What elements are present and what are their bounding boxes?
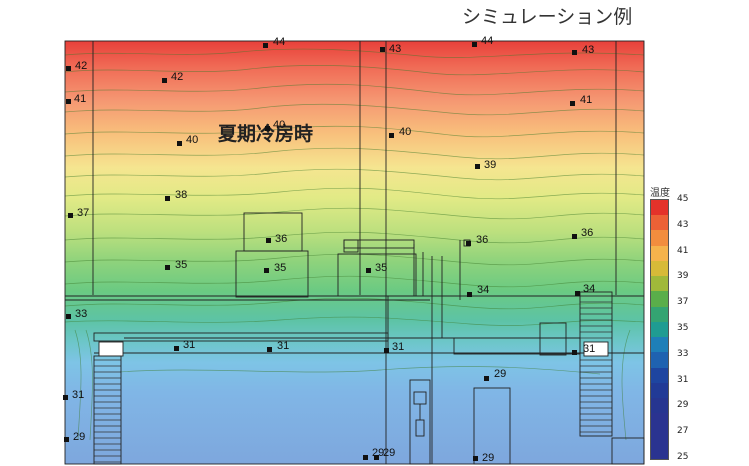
- point-31-b: 31: [267, 340, 289, 352]
- scale-swatch: [651, 352, 669, 369]
- point-value: 29: [383, 447, 395, 459]
- point-value: 29: [482, 452, 494, 464]
- scale-label: 31: [677, 374, 689, 385]
- point-29-b: 29: [64, 431, 85, 443]
- point-value: 36: [275, 233, 287, 245]
- point-31-e: 31: [63, 389, 84, 401]
- point-36-a: 36: [266, 233, 287, 245]
- page-title: シミュレーション例: [462, 6, 633, 28]
- point-41-a: 41: [66, 93, 86, 105]
- scale-swatch: [651, 367, 669, 384]
- point-value: 31: [183, 339, 195, 351]
- scale-swatch: [651, 291, 669, 308]
- point-value: 29: [73, 431, 85, 443]
- point-31-a: 31: [174, 339, 195, 351]
- point-36-c: 36: [572, 227, 593, 239]
- point-value: 41: [74, 93, 86, 105]
- point-value: 42: [171, 71, 183, 83]
- point-value: 44: [481, 35, 493, 47]
- scale-swatch: [651, 337, 669, 353]
- point-value: 35: [274, 262, 286, 274]
- point-value: 31: [392, 341, 404, 353]
- point-value: 40: [273, 119, 285, 131]
- point-39: 39: [475, 159, 496, 171]
- point-42-b: 42: [162, 71, 183, 83]
- scale-swatch: [651, 321, 669, 338]
- point-value: 33: [75, 308, 87, 320]
- point-31-c: 31: [384, 341, 404, 353]
- point-value: 40: [186, 134, 198, 146]
- point-value: 35: [175, 259, 187, 271]
- point-value: 39: [484, 159, 496, 171]
- point-value: 43: [582, 44, 594, 56]
- point-value: 43: [389, 43, 401, 55]
- point-34-a: 34: [467, 284, 489, 297]
- point-value: 38: [175, 189, 187, 201]
- point-value: 37: [77, 207, 89, 219]
- point-35-b: 35: [264, 262, 286, 274]
- point-44-a: 44: [263, 36, 285, 48]
- point-29-e: 29: [473, 452, 494, 464]
- point-36-b: 36: [466, 234, 488, 246]
- point-43-a: 43: [380, 43, 401, 55]
- point-38: 38: [165, 189, 187, 201]
- point-value: 44: [273, 36, 285, 48]
- point-29-a: 29: [484, 368, 506, 381]
- scale-swatch: [651, 398, 669, 414]
- scale-label: 37: [677, 297, 689, 308]
- point-37: 37: [68, 207, 89, 219]
- point-40-b: 40: [177, 134, 198, 146]
- scale-swatch: [651, 443, 669, 460]
- point-35-a: 35: [165, 259, 187, 271]
- scale-swatch: [651, 413, 669, 430]
- point-43-b: 43: [572, 44, 594, 56]
- scale-label: 27: [677, 426, 689, 437]
- point-value: 31: [277, 340, 289, 352]
- scale-label: 41: [677, 245, 689, 256]
- point-42-a: 42: [66, 60, 87, 72]
- point-value: 36: [581, 227, 593, 239]
- point-value: 34: [583, 283, 595, 295]
- scale-swatch: [651, 245, 669, 262]
- point-31-d: 31: [572, 343, 595, 355]
- point-40-c: 40: [389, 126, 411, 138]
- point-value: 31: [72, 389, 84, 401]
- point-value: 35: [375, 262, 387, 274]
- point-40-a: 40: [265, 119, 285, 131]
- scale-swatch: [651, 276, 669, 292]
- scale-swatch: [651, 428, 669, 445]
- scale-title: 温度: [650, 188, 670, 199]
- scale-swatch: [651, 215, 669, 231]
- scale-swatch: [651, 306, 669, 323]
- scale-swatch: [651, 382, 669, 399]
- point-35-c: 35: [366, 262, 387, 274]
- point-41-b: 41: [570, 94, 592, 106]
- point-value: 42: [75, 60, 87, 72]
- scale-frame: [650, 199, 669, 460]
- point-44-b: 44: [472, 35, 493, 47]
- point-29-d: 29: [374, 447, 395, 460]
- point-value: 31: [583, 343, 595, 355]
- temperature-field: [65, 41, 644, 464]
- scale-label: 43: [677, 219, 689, 230]
- diagram-label: 夏期冷房時: [218, 122, 313, 145]
- scale-swatch: [651, 260, 669, 277]
- scale-label: 45: [677, 194, 689, 204]
- point-value: 29: [494, 368, 506, 380]
- scale-label: 33: [677, 348, 689, 359]
- point-value: 36: [476, 234, 488, 246]
- point-value: 34: [477, 284, 489, 296]
- point-value: 41: [580, 94, 592, 106]
- scale-label: 39: [677, 271, 689, 282]
- scale-label: 25: [677, 452, 689, 462]
- point-34-b: 34: [575, 283, 595, 296]
- point-33: 33: [66, 308, 87, 320]
- scale-swatch: [651, 200, 669, 216]
- point-value: 40: [399, 126, 411, 138]
- scale-label: 35: [677, 323, 689, 333]
- scale-swatch: [651, 230, 669, 247]
- scale-label: 29: [677, 400, 689, 411]
